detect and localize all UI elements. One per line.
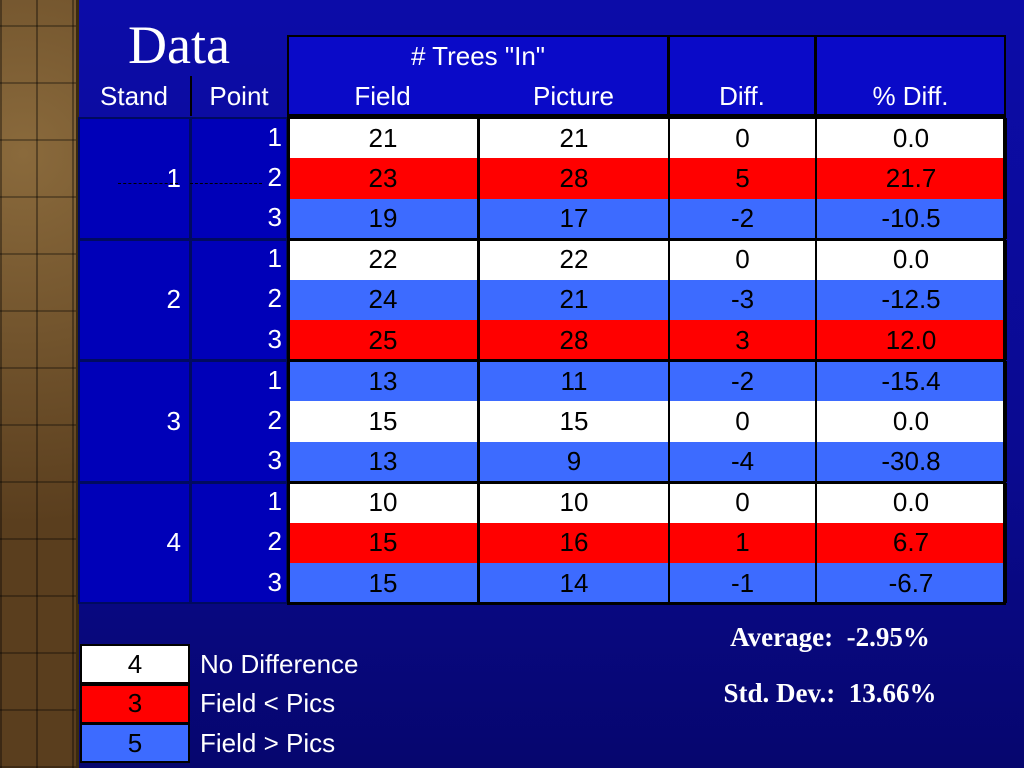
table-cell: 14	[478, 563, 670, 604]
legend-label: No Difference	[200, 648, 359, 679]
table-cell: 25	[287, 320, 479, 361]
point-label: 2	[267, 283, 282, 314]
column-header: Point	[209, 80, 269, 111]
group-border	[287, 237, 1006, 363]
group-border	[287, 116, 1006, 241]
point-cell	[190, 360, 288, 483]
table-cell: 28	[478, 320, 670, 361]
table-cell: 19	[287, 198, 479, 239]
table-cell: 0.0	[815, 482, 1007, 523]
table-cell: 12.0	[815, 320, 1007, 361]
table-cell: 21	[478, 279, 670, 321]
legend-label: Field < Pics	[200, 688, 336, 718]
column-header: Field	[354, 80, 411, 111]
table-cell: 0	[668, 239, 817, 280]
table-cell: 0	[668, 482, 817, 523]
column-header: Picture	[533, 80, 614, 111]
dash-marker	[118, 183, 178, 184]
table-cell: -10.5	[815, 198, 1007, 239]
group-border	[287, 480, 1006, 606]
table-cell: -4	[668, 441, 817, 482]
table-cell: 15	[478, 401, 670, 442]
table-cell: 13	[287, 441, 479, 482]
column-header: % Diff.	[872, 80, 949, 111]
table-cell: -12.5	[815, 279, 1007, 321]
table-cell: 0.0	[815, 118, 1007, 159]
table-cell: 6.7	[815, 522, 1007, 564]
table-cell: 17	[478, 198, 670, 239]
stand-cell: 3	[78, 360, 191, 483]
table-cell: -30.8	[815, 441, 1007, 482]
table-cell: 11	[478, 361, 670, 402]
table-cell: 13	[287, 361, 479, 402]
stand-cell: 2	[78, 238, 191, 362]
table-cell: 0.0	[815, 239, 1007, 280]
table-cell: 16	[478, 522, 670, 564]
column-header: Diff.	[719, 80, 765, 111]
table-cell: 0	[668, 118, 817, 159]
table-cell: 23	[287, 158, 479, 199]
stand-cell: 1	[78, 117, 191, 240]
point-label: 2	[267, 526, 282, 557]
point-label: 1	[267, 121, 282, 152]
point-cell	[190, 481, 288, 605]
header-cell	[668, 35, 816, 116]
point-label: 1	[267, 243, 282, 274]
legend-label: Field > Pics	[200, 727, 336, 758]
table-cell: 0.0	[815, 401, 1007, 442]
legend-swatch: 5	[80, 723, 190, 763]
stat-average: Average: -2.95%	[730, 621, 930, 652]
header-divider	[190, 76, 192, 116]
point-label: 1	[267, 486, 282, 517]
legend-swatch: 4	[80, 644, 190, 684]
table-cell: -2	[668, 361, 817, 402]
decorative-strip	[0, 0, 79, 768]
table-cell: 5	[668, 158, 817, 199]
table-cell: 15	[287, 401, 479, 442]
table-cell: 3	[668, 320, 817, 361]
table-cell: 9	[478, 441, 670, 482]
table-cell: 22	[287, 239, 479, 280]
point-label: 3	[267, 566, 282, 597]
table-cell: 15	[287, 522, 479, 564]
table-cell: 21	[287, 118, 479, 159]
table-cell: 10	[478, 482, 670, 523]
stand-cell: 4	[78, 481, 191, 605]
header-group-cell: # Trees "In"	[287, 35, 669, 116]
point-label: 3	[267, 202, 282, 233]
table-cell: 21.7	[815, 158, 1007, 199]
legend-swatch: 3	[80, 683, 190, 724]
column-header: Stand	[100, 80, 168, 111]
dash-marker	[190, 183, 262, 184]
table-cell: 1	[668, 522, 817, 564]
table-cell: -6.7	[815, 563, 1007, 604]
table-cell: -2	[668, 198, 817, 239]
point-label: 3	[267, 445, 282, 476]
stat-std-dev: Std. Dev.: 13.66%	[723, 677, 937, 708]
point-label: 2	[267, 161, 282, 192]
table-cell: 0	[668, 401, 817, 442]
slide-title: Data	[128, 15, 230, 75]
table-cell: -15.4	[815, 361, 1007, 402]
table-cell: 21	[478, 118, 670, 159]
group-border	[287, 359, 1006, 484]
point-label: 3	[267, 323, 282, 354]
point-label: 1	[267, 364, 282, 395]
table-cell: 22	[478, 239, 670, 280]
point-label: 2	[267, 404, 282, 435]
header-cell	[815, 35, 1006, 116]
table-cell: 10	[287, 482, 479, 523]
